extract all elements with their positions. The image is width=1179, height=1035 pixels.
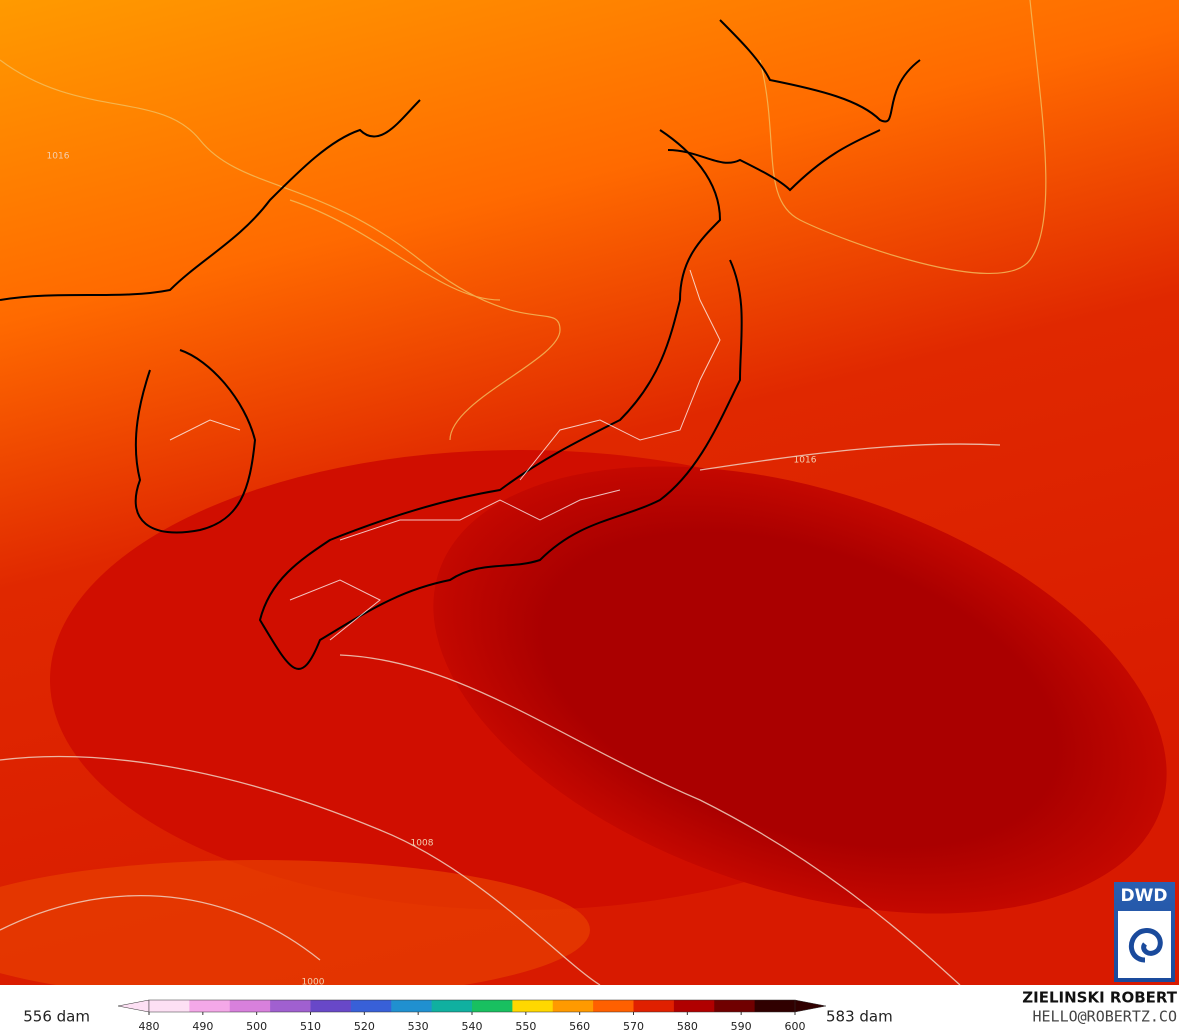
coastlines — [0, 19, 921, 670]
colorbar-tick-label: 600 — [785, 1020, 806, 1033]
field-band — [0, 860, 590, 1000]
borders — [0, 0, 1047, 441]
colorbar-segment — [229, 1000, 271, 1012]
author: ZIELINSKI ROBERT — [1022, 989, 1177, 1007]
logo-swirl — [1128, 928, 1163, 963]
colorbar-tick-label: 540 — [462, 1020, 483, 1033]
colorbar-segment — [270, 1000, 311, 1012]
contact: HELLO@ROBERTZ.CO — [1033, 1008, 1178, 1026]
colorbar-tick-label: 530 — [408, 1020, 429, 1033]
colorbar-segment — [714, 1000, 756, 1012]
colorbar-segment — [350, 1000, 392, 1012]
colorbar-segment — [431, 1000, 473, 1012]
dwd-logo: DWD — [1114, 882, 1175, 982]
colorbar-min-label: 556 dam — [23, 1008, 90, 1026]
colorbar-segment — [310, 1000, 352, 1012]
logo-text: DWD — [1121, 886, 1168, 906]
colorbar-tick-label: 580 — [677, 1020, 698, 1033]
colorbar-segment — [593, 1000, 634, 1012]
colorbar-tick-label: 570 — [623, 1020, 644, 1033]
isobar-label: 1016 — [47, 152, 70, 162]
colorbar-segment — [512, 1000, 554, 1012]
colorbar-tick-label: 550 — [515, 1020, 536, 1033]
colorbar-segment — [189, 1000, 231, 1012]
colorbar-segment — [391, 1000, 433, 1012]
colorbar-tick-label: 500 — [246, 1020, 267, 1033]
isobars — [0, 443, 1001, 986]
colorbar-tick-label: 510 — [300, 1020, 321, 1033]
prefecture-borders — [169, 269, 721, 641]
colorbar-tick-label: 480 — [139, 1020, 160, 1033]
colorbar-segment — [673, 1000, 715, 1012]
colorbar-max-label: 583 dam — [826, 1008, 893, 1026]
colorbar-segment — [633, 1000, 675, 1012]
isobar-label: 1008 — [411, 839, 434, 849]
field-core — [433, 466, 1167, 914]
colorbar-tick-label: 520 — [354, 1020, 375, 1033]
colorbar-segment — [149, 1000, 190, 1012]
colorbar-tick-label: 490 — [192, 1020, 213, 1033]
isobar-label: 1016 — [794, 456, 817, 466]
isobar-label: 1000 — [302, 978, 325, 988]
colorbar-segment — [754, 1000, 796, 1012]
colorbar-segment — [472, 1000, 513, 1012]
colorbar-tick-label: 560 — [569, 1020, 590, 1033]
colorbar-segment — [552, 1000, 594, 1012]
colorbar-tick-label: 590 — [731, 1020, 752, 1033]
